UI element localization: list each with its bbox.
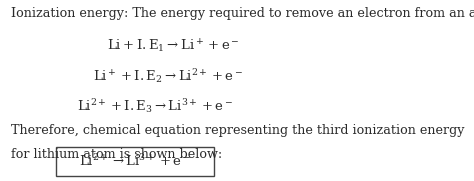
Text: Therefore, chemical equation representing the third ionization energy: Therefore, chemical equation representin…: [11, 124, 464, 137]
FancyBboxPatch shape: [56, 147, 214, 176]
Text: Ionization energy: The energy required to remove an electron from an atom.: Ionization energy: The energy required t…: [11, 7, 474, 20]
Text: $\mathrm{Li+I.E_1 \rightarrow Li^++e^-}$: $\mathrm{Li+I.E_1 \rightarrow Li^++e^-}$: [107, 37, 240, 55]
Text: $\mathrm{Li^{2+}+I.E_3 \rightarrow Li^{3+}+e^-}$: $\mathrm{Li^{2+}+I.E_3 \rightarrow Li^{3…: [77, 96, 233, 115]
Text: for lithium atom is shown below:: for lithium atom is shown below:: [11, 148, 222, 161]
Text: $\mathrm{Li^{2+} \rightarrow Li^{3+}+e^-}$: $\mathrm{Li^{2+} \rightarrow Li^{3+}+e^-…: [79, 153, 191, 169]
Text: $\mathrm{Li^++I.E_2 \rightarrow Li^{2+}+e^-}$: $\mathrm{Li^++I.E_2 \rightarrow Li^{2+}+…: [93, 67, 243, 85]
